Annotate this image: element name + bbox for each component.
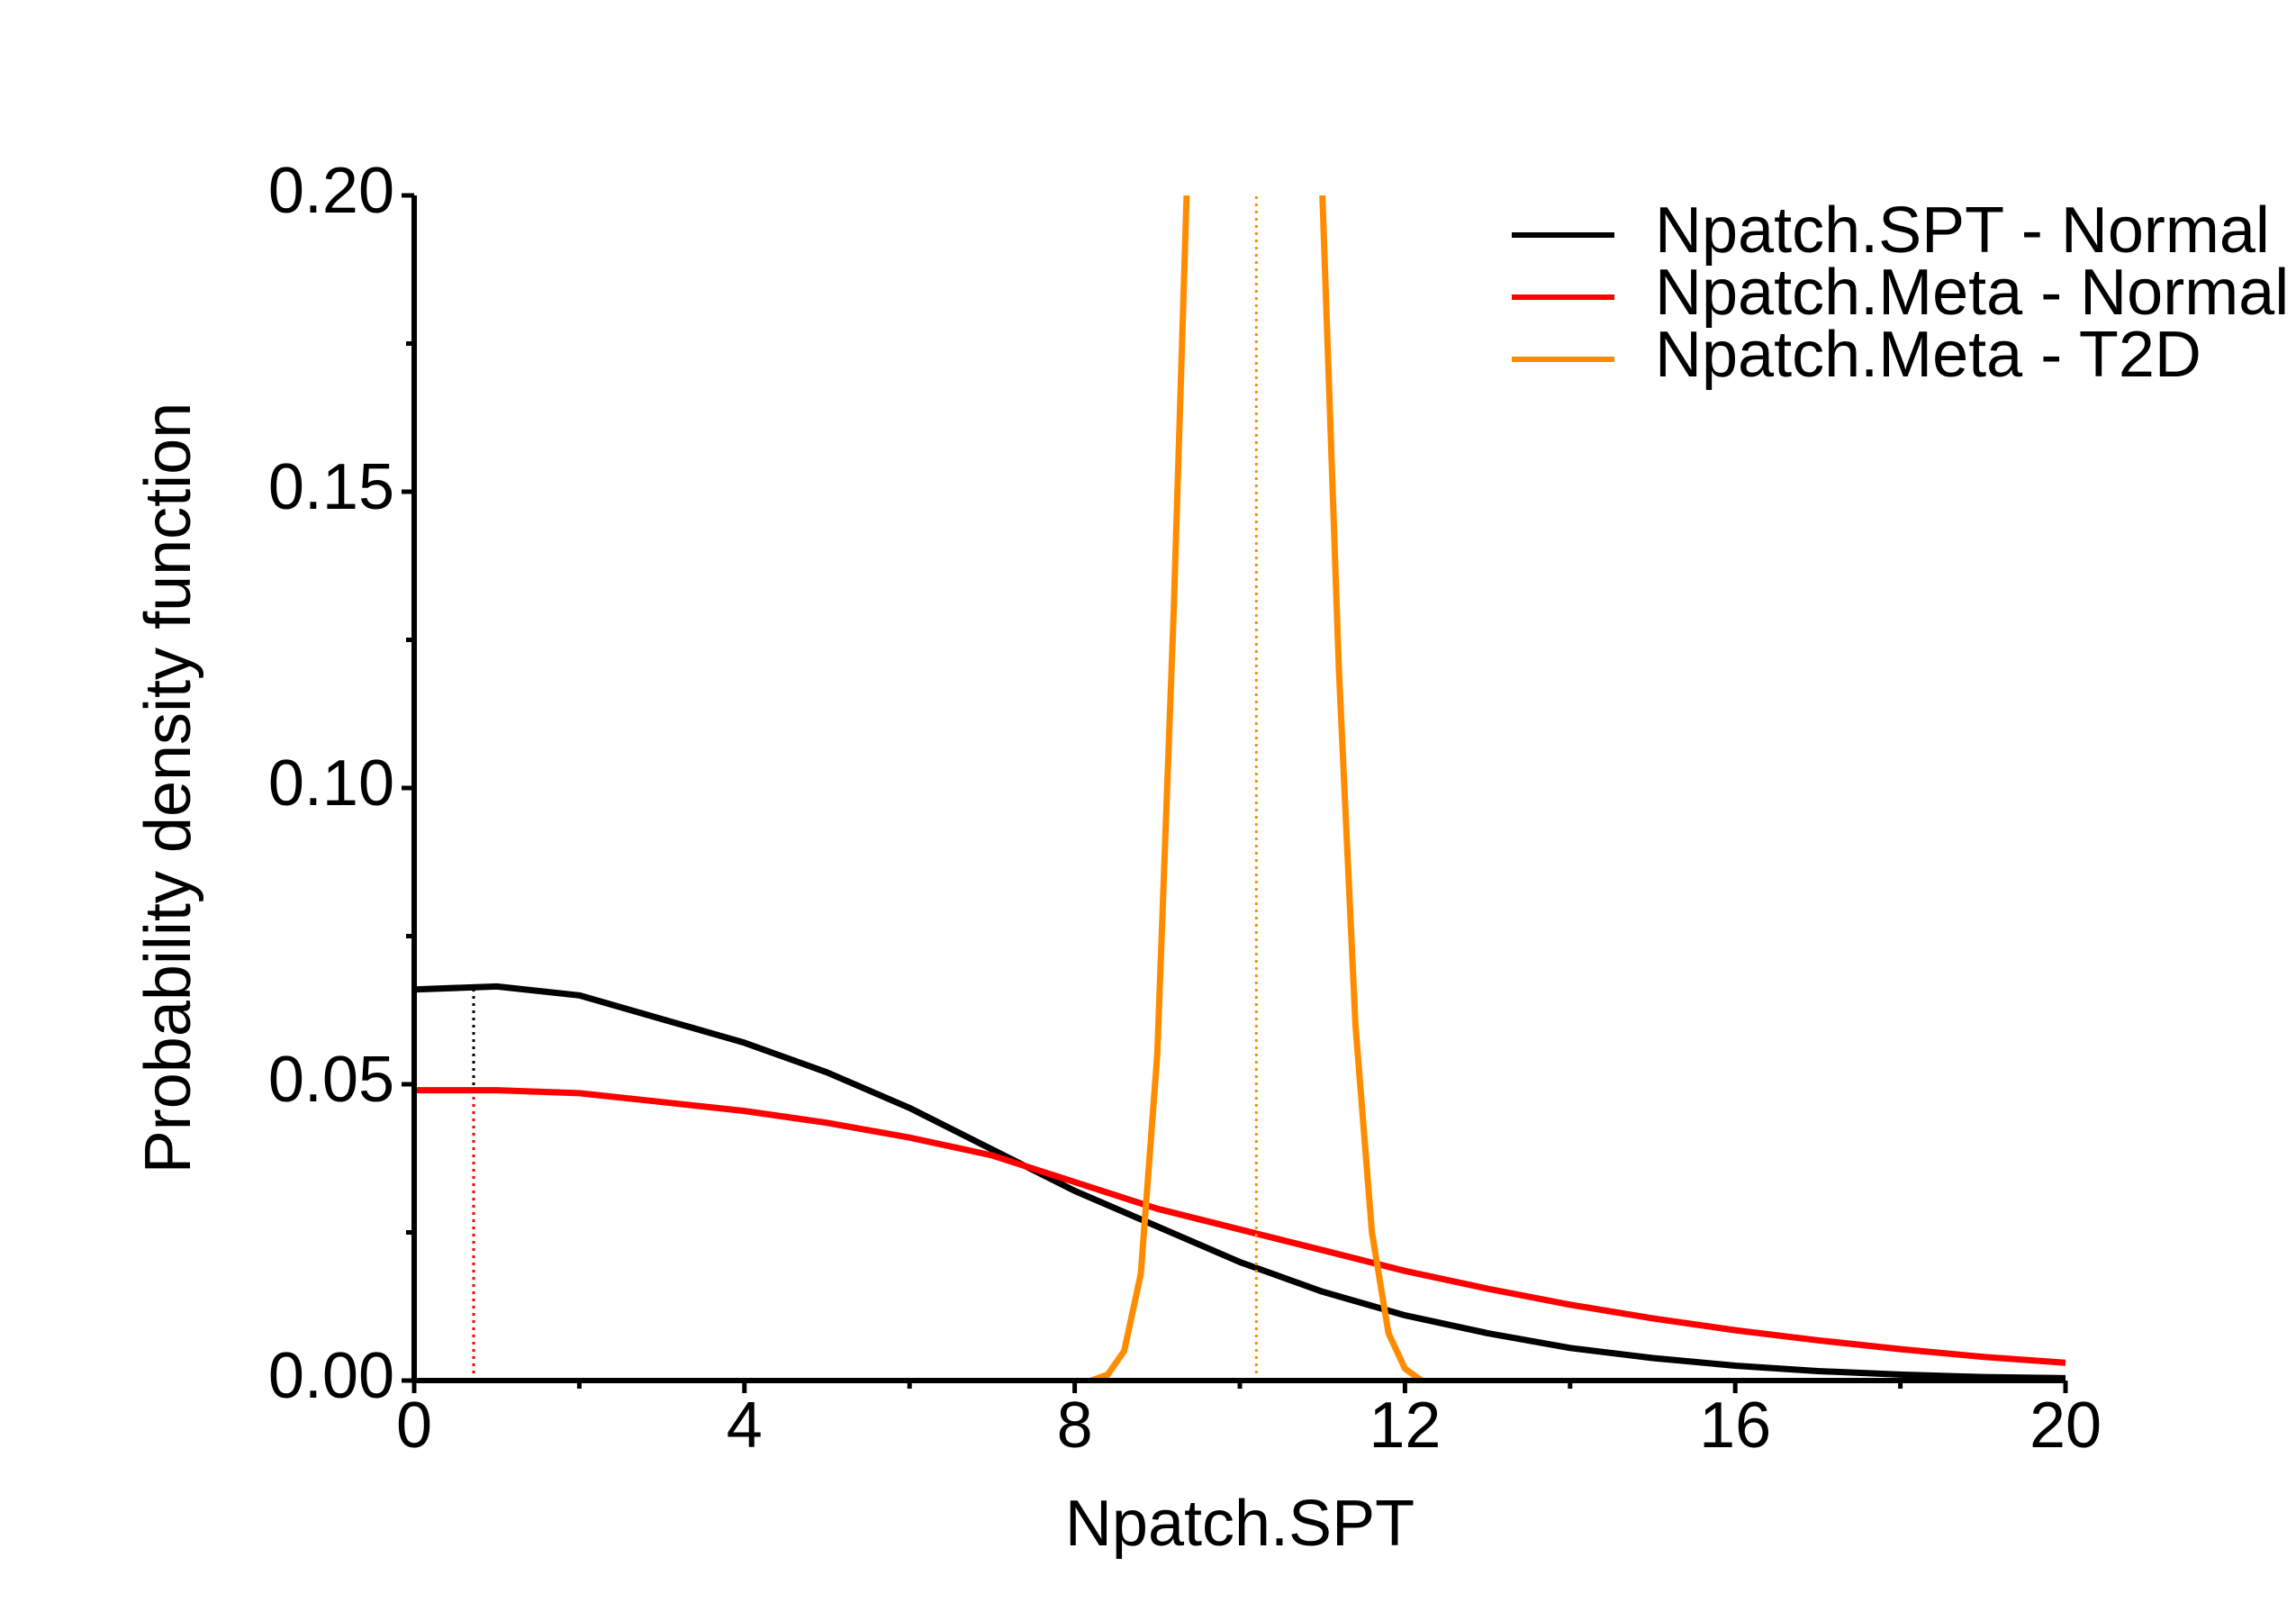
x-tick-label: 12 [1369,1390,1441,1462]
y-tick-label: 0.15 [268,451,394,523]
y-tick-label: 0.05 [268,1044,394,1116]
series-line [1089,195,1424,1381]
legend-label: Npatch.Meta - T2D [1655,319,2201,391]
x-tick-label: 4 [727,1390,763,1462]
series-line [414,1087,2065,1366]
series-line [414,983,2065,1381]
plot-area [414,195,2065,1381]
legend-label: Npatch.SPT - Normal [1655,195,2270,267]
x-tick-label: 20 [2029,1390,2102,1462]
x-tick-label: 16 [1699,1390,1771,1462]
legend-label: Npatch.Meta - Normal [1655,257,2289,329]
y-axis-label: Probability density function [132,403,204,1173]
y-tick-label: 0.20 [268,155,394,227]
x-tick-label: 0 [396,1390,432,1462]
y-tick-label: 0.10 [268,747,394,820]
y-tick-label: 0.00 [268,1340,394,1412]
x-axis-label: Npatch.SPT [1065,1488,1415,1560]
x-tick-label: 8 [1057,1390,1093,1462]
